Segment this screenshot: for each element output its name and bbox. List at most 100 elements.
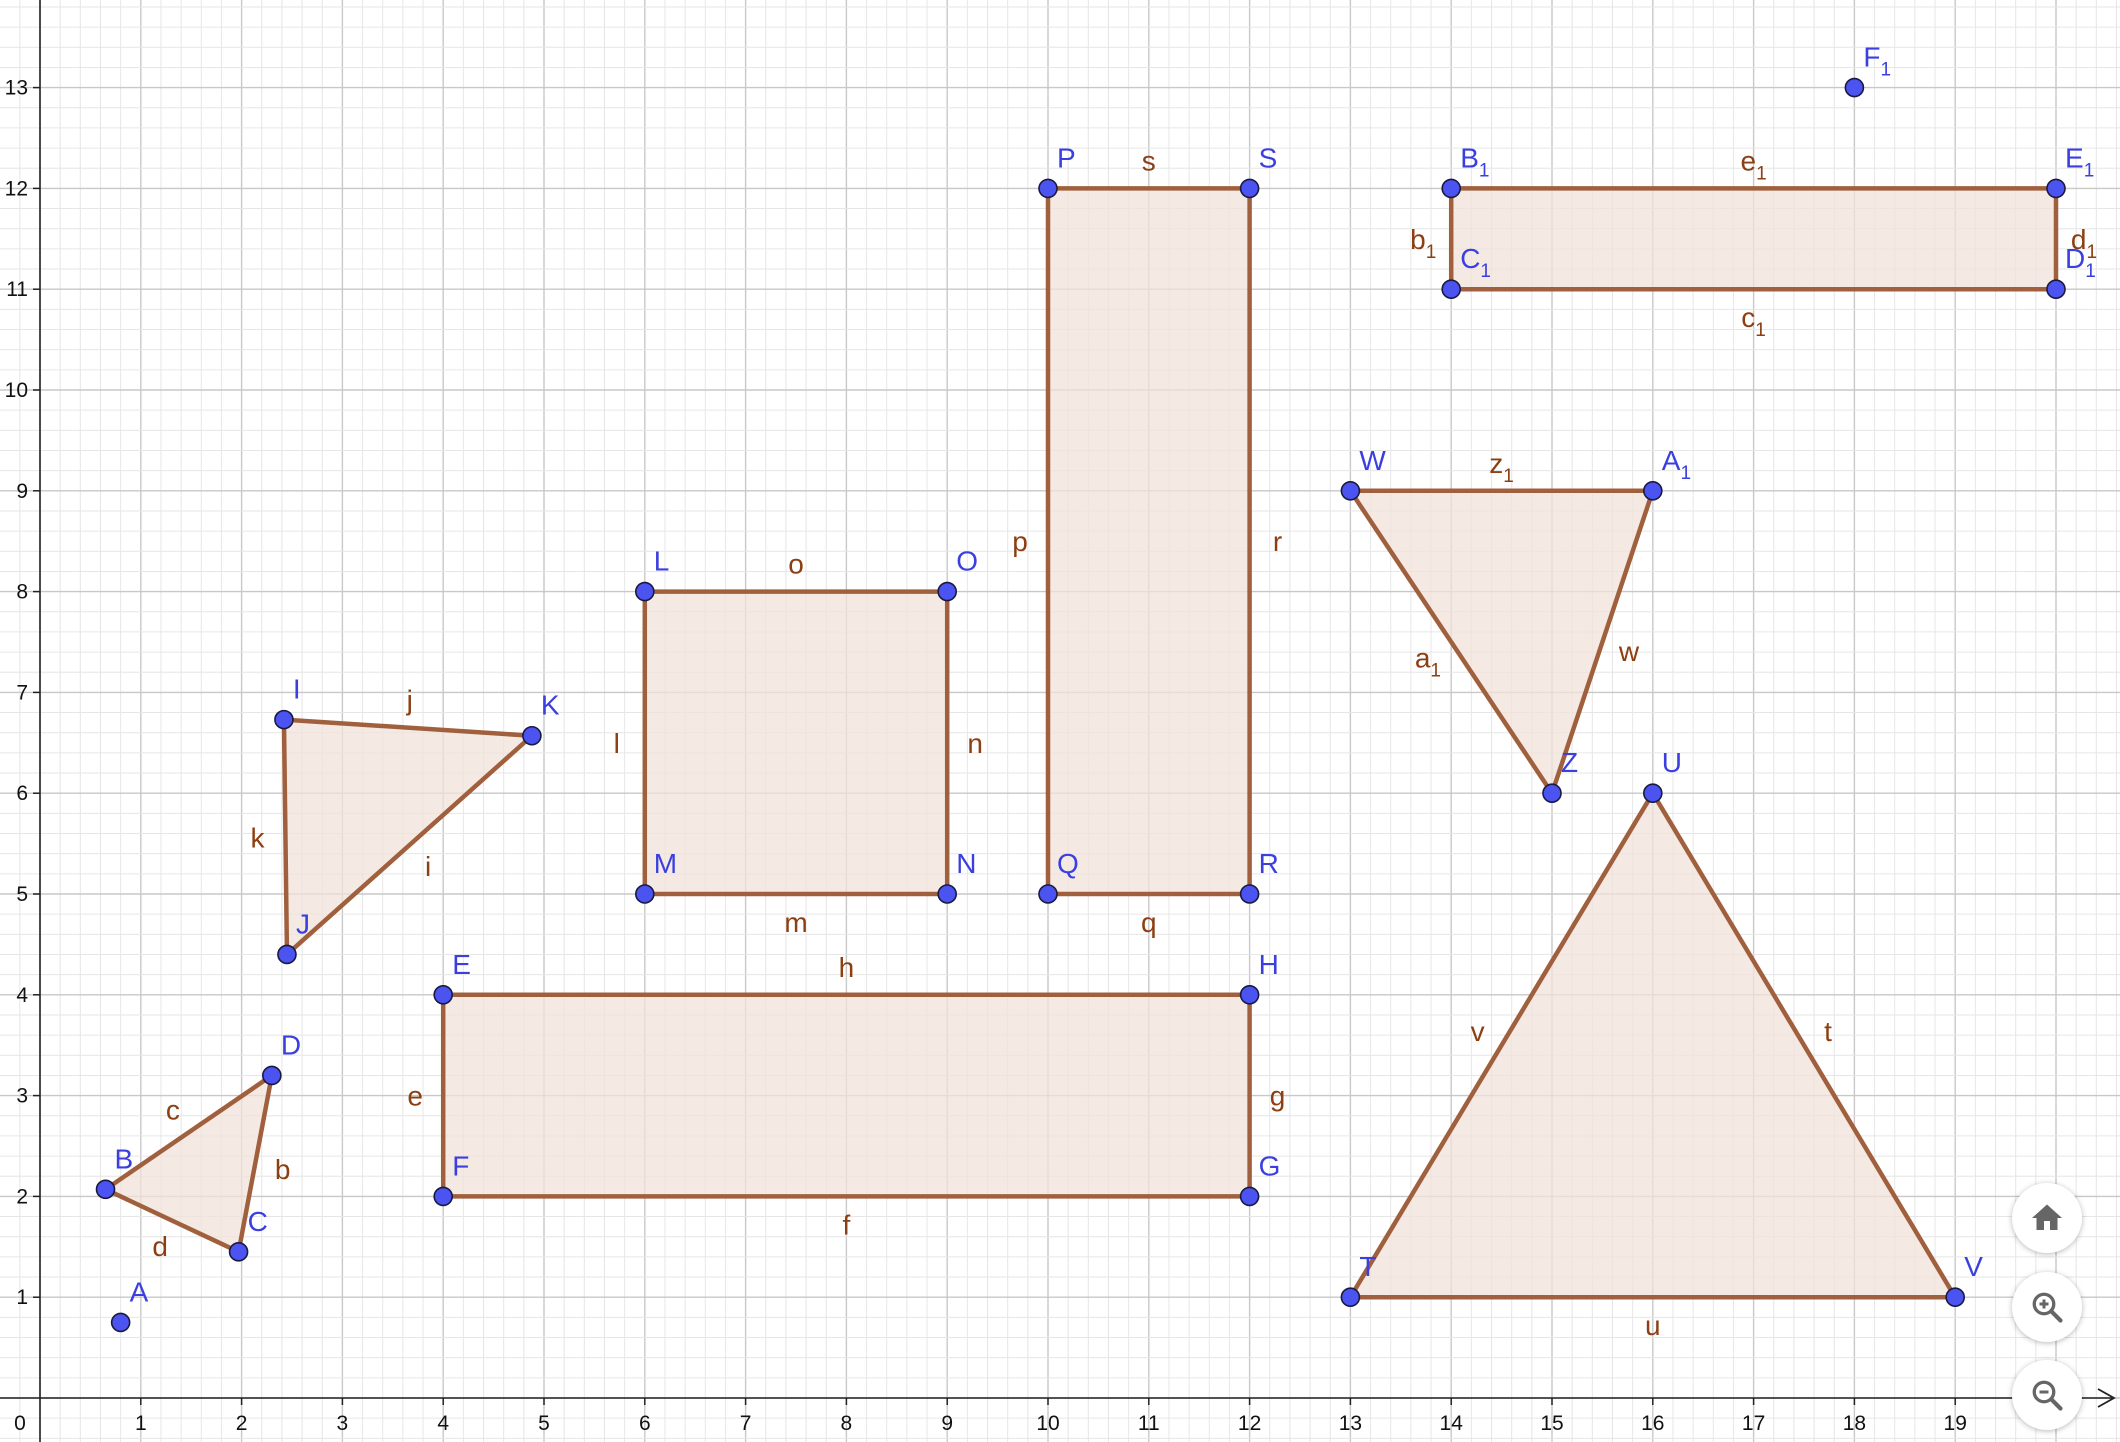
y-tick-label: 3: [16, 1085, 28, 1108]
point-t[interactable]: [1340, 1287, 1361, 1307]
segment-k[interactable]: [281, 717, 290, 957]
point-m[interactable]: [634, 884, 655, 904]
segment-label: j: [406, 685, 413, 716]
segment-label: h: [839, 952, 855, 983]
point-d1[interactable]: [2046, 279, 2066, 300]
x-tick-label: 4: [437, 1412, 449, 1435]
point-o[interactable]: [937, 581, 958, 602]
polygon-ijk[interactable]: [283, 719, 532, 955]
point-label: B: [115, 1143, 134, 1174]
point-label: M: [654, 848, 677, 879]
segment-label: o: [788, 549, 804, 580]
x-tick-label: 3: [337, 1412, 349, 1435]
x-tick-label: 8: [841, 1412, 853, 1435]
point-s[interactable]: [1239, 178, 1260, 199]
segment-j[interactable]: [281, 717, 535, 738]
point-f[interactable]: [433, 1186, 454, 1207]
x-tick-label: 5: [538, 1412, 550, 1435]
segment-label: a1: [1415, 643, 1441, 682]
segment-c[interactable]: [103, 1073, 275, 1192]
polygon-wza1[interactable]: [1350, 490, 1653, 794]
point-a1[interactable]: [1643, 480, 1663, 501]
x-tick-label: 1: [135, 1412, 147, 1435]
y-tick-label: 13: [5, 77, 28, 100]
point-u[interactable]: [1643, 783, 1663, 804]
point-c1[interactable]: [1441, 279, 1461, 300]
y-tick-label: 1: [16, 1286, 28, 1309]
x-tick-label: 17: [1742, 1412, 1765, 1435]
x-tick-label: 2: [236, 1412, 248, 1435]
point-b1[interactable]: [1441, 178, 1461, 199]
x-tick-label: 9: [941, 1412, 953, 1435]
segment-label: w: [1618, 636, 1640, 667]
zoom-in-button[interactable]: [2012, 1272, 2082, 1342]
point-label: U: [1662, 747, 1682, 778]
point-q[interactable]: [1038, 884, 1058, 904]
segment-label: m: [784, 907, 807, 938]
segment-label: c: [166, 1094, 180, 1125]
zoom-out-button[interactable]: [2012, 1360, 2082, 1430]
segment-label: u: [1645, 1310, 1661, 1341]
point-h[interactable]: [1239, 984, 1260, 1005]
x-tick-label: 15: [1540, 1412, 1563, 1435]
polygon-b1c1d1e1[interactable]: [1451, 188, 2056, 290]
segment-w[interactable]: [1549, 488, 1656, 796]
point-c[interactable]: [228, 1242, 249, 1262]
point-label: N: [956, 848, 976, 879]
point-label: O: [956, 546, 978, 577]
point-l[interactable]: [634, 581, 655, 602]
point-d[interactable]: [262, 1065, 282, 1086]
point-r[interactable]: [1239, 884, 1260, 904]
segment-d[interactable]: [103, 1187, 241, 1255]
segment-label: b1: [1410, 224, 1436, 263]
point-e1[interactable]: [2046, 178, 2066, 199]
x-tick-label: 16: [1641, 1412, 1664, 1435]
x-tick-label: 11: [1138, 1412, 1160, 1435]
point-i[interactable]: [274, 709, 294, 730]
segment-b[interactable]: [236, 1073, 275, 1255]
point-label: W: [1359, 445, 1386, 476]
origin-label: 0: [14, 1412, 26, 1435]
point-v[interactable]: [1945, 1287, 1965, 1307]
point-e[interactable]: [433, 984, 454, 1005]
point-label: K: [541, 690, 560, 721]
point-label: P: [1057, 142, 1076, 173]
x-tick-label: 10: [1036, 1412, 1059, 1435]
polygon-pqrs[interactable]: [1048, 188, 1250, 894]
segment-label: n: [967, 728, 983, 759]
polygon-efgh[interactable]: [443, 994, 1250, 1197]
segment-label: f: [843, 1209, 851, 1240]
point-label: E: [452, 949, 471, 980]
x-tick-label: 14: [1440, 1412, 1464, 1435]
point-p[interactable]: [1038, 178, 1058, 199]
polygon-tuv[interactable]: [1350, 793, 1956, 1298]
x-tick-label: 18: [1843, 1412, 1866, 1435]
polygon-lmno[interactable]: [644, 591, 948, 894]
segment-i[interactable]: [284, 733, 535, 957]
y-tick-label: 7: [16, 681, 28, 704]
point-label: S: [1259, 142, 1278, 173]
point-label: Z: [1561, 747, 1578, 778]
x-tick-label: 19: [1944, 1412, 1967, 1435]
point-a[interactable]: [110, 1312, 131, 1333]
point-g[interactable]: [1239, 1186, 1260, 1207]
point-f1[interactable]: [1844, 77, 1865, 98]
point-k[interactable]: [522, 725, 542, 746]
home-button[interactable]: [2012, 1183, 2082, 1253]
point-w[interactable]: [1340, 480, 1361, 501]
segment-t[interactable]: [1650, 790, 1958, 1300]
point-label: A: [130, 1276, 149, 1307]
point-j[interactable]: [277, 944, 297, 965]
y-tick-label: 10: [5, 379, 28, 402]
segment-a1[interactable]: [1348, 488, 1555, 796]
point-n[interactable]: [937, 884, 958, 904]
y-tick-label: 2: [16, 1185, 28, 1208]
point-b[interactable]: [95, 1179, 116, 1200]
point-z[interactable]: [1542, 783, 1562, 804]
y-tick-label: 11: [6, 278, 28, 301]
segment-v[interactable]: [1348, 790, 1656, 1300]
